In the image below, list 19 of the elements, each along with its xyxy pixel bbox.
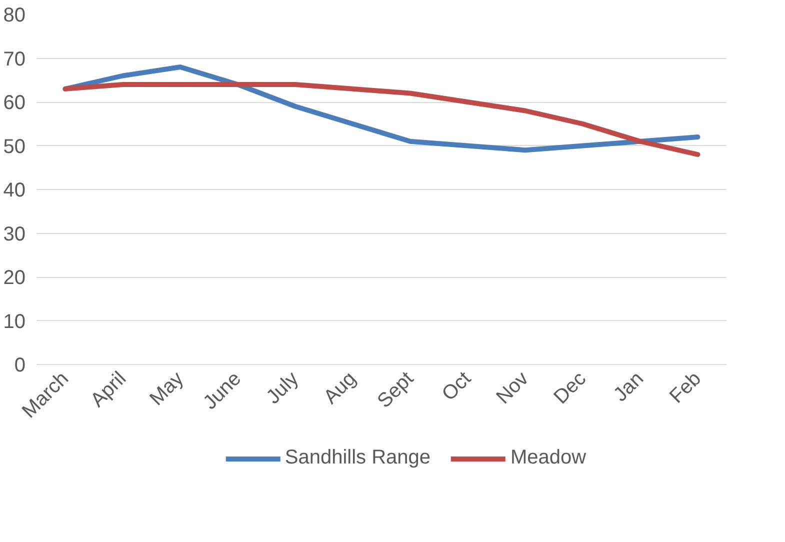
x-tick-label: Oct bbox=[438, 367, 476, 406]
legend-label: Sandhills Range bbox=[284, 446, 431, 470]
legend-label: Meadow bbox=[510, 446, 586, 470]
x-tick-label: Feb bbox=[666, 368, 706, 408]
x-tick-label: July bbox=[262, 368, 304, 408]
y-tick-label: 60 bbox=[3, 92, 26, 114]
y-tick-label: 50 bbox=[3, 136, 26, 158]
y-tick-label: 20 bbox=[3, 267, 26, 289]
x-tick-label: Jan bbox=[610, 368, 648, 406]
x-tick-label: Aug bbox=[320, 368, 361, 408]
y-tick-label: 40 bbox=[3, 180, 26, 202]
y-tick-label: 0 bbox=[14, 354, 26, 376]
y-tick-label: 70 bbox=[3, 48, 26, 70]
x-tick-label: Dec bbox=[550, 368, 591, 408]
y-tick-label: 80 bbox=[3, 4, 26, 26]
y-tick-label: 30 bbox=[3, 223, 26, 246]
x-tick-label: May bbox=[146, 368, 188, 410]
x-tick-label: Nov bbox=[492, 368, 534, 408]
y-tick-label: 10 bbox=[3, 310, 26, 333]
